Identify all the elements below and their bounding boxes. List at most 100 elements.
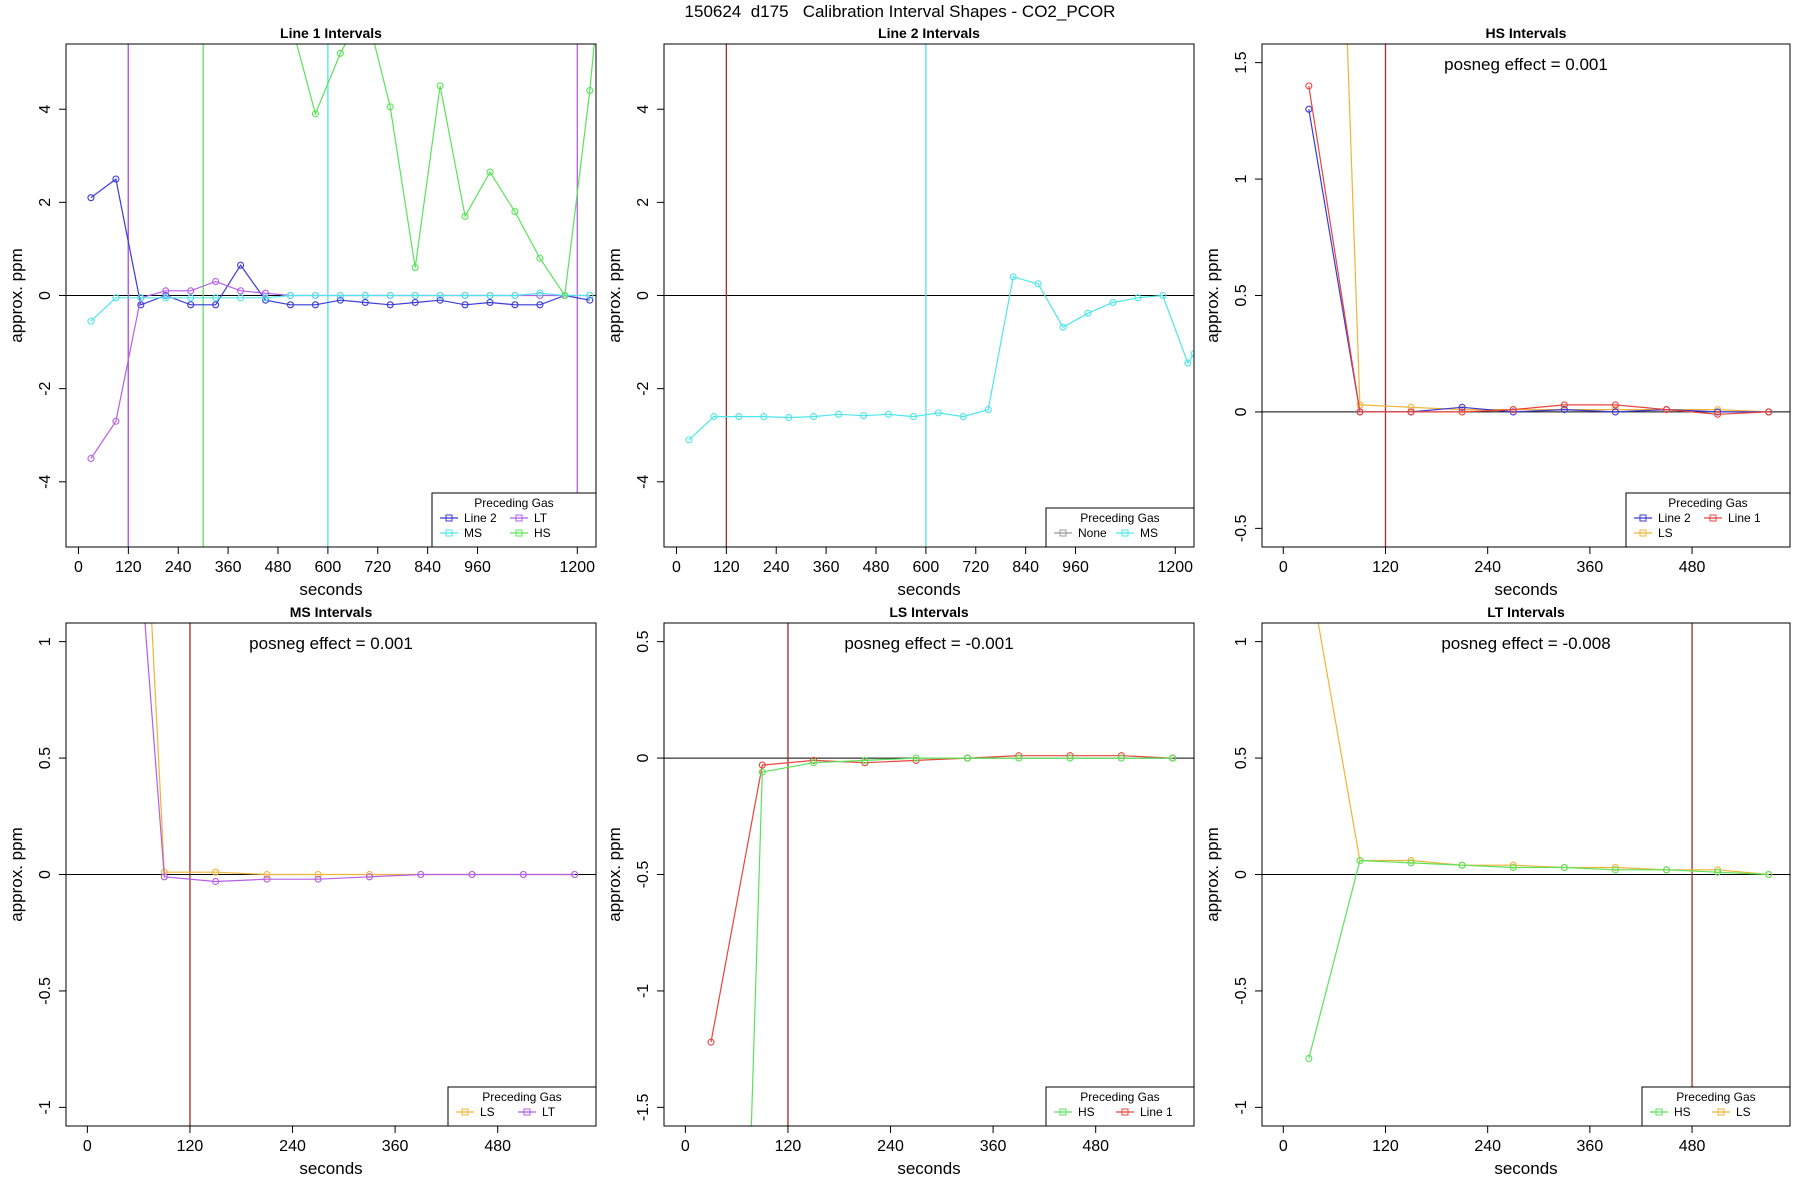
y-tick-label: 1 (1233, 637, 1250, 646)
y-tick-label: 2 (635, 198, 652, 207)
data-point (1611, 863, 1619, 872)
data-point (511, 301, 519, 309)
legend-swatch-marker (1639, 514, 1647, 522)
page-title: 150624 d175 Calibration Interval Shapes … (684, 2, 1116, 21)
data-point (263, 875, 271, 883)
chart-title: LT Intervals (1487, 604, 1565, 620)
data-point (511, 208, 519, 216)
y-tick-label: 4 (635, 105, 652, 114)
legend-swatch-marker (1121, 1108, 1129, 1116)
data-point (160, 873, 168, 881)
x-tick-label: 240 (1474, 559, 1501, 576)
data-point (162, 287, 170, 295)
data-point (411, 298, 419, 307)
x-tick-label: 840 (1012, 559, 1039, 576)
plot-frame (1261, 622, 1791, 1127)
data-point (1305, 1054, 1313, 1063)
data-point (468, 870, 476, 879)
data-point (1458, 861, 1466, 869)
chart-title: LS Intervals (889, 604, 969, 620)
data-point (237, 294, 245, 302)
series-line (90, 292, 590, 322)
x-axis-label: seconds (897, 580, 960, 599)
data-point (286, 291, 295, 300)
series-line (688, 276, 1194, 441)
plot-frame (1261, 43, 1791, 548)
x-tick-label: 480 (265, 559, 292, 576)
plot-area (664, 623, 1194, 1134)
chart-panel-4: MS Intervals seconds approx. ppm 0 120 240 360… (7, 604, 597, 1178)
data-point (884, 410, 893, 418)
plot-area (66, 4, 596, 547)
data-point (835, 410, 843, 418)
x-tick-label: 0 (672, 559, 681, 576)
legend-entry-label: HS (1078, 1105, 1095, 1119)
x-tick-label: 600 (913, 559, 940, 576)
data-point (1159, 291, 1167, 300)
legend-swatch-marker (1059, 529, 1067, 537)
x-tick-label: 0 (83, 1138, 92, 1155)
legend-swatch-marker (1709, 514, 1717, 522)
data-point (261, 296, 270, 304)
legend-entry-label: None (1078, 526, 1107, 540)
y-axis-label: approx. ppm (7, 248, 26, 343)
legend-box (1625, 492, 1791, 548)
data-point (1407, 408, 1415, 416)
y-tick-label: 0 (635, 754, 652, 763)
data-point (436, 82, 444, 90)
data-point (859, 412, 868, 420)
data-point (785, 413, 793, 422)
data-point (707, 1038, 715, 1046)
legend-swatch-marker (461, 1108, 469, 1116)
series-line (144, 623, 575, 883)
data-point (87, 454, 95, 463)
data-point (314, 870, 322, 879)
x-tick-label: 0 (74, 559, 83, 576)
data-point (87, 317, 95, 325)
data-point (386, 291, 394, 300)
series-line (296, 44, 595, 298)
y-tick-label: 0 (37, 870, 54, 879)
posneg-annotation: posneg effect = 0.001 (249, 634, 413, 653)
posneg-annotation: posneg effect = -0.001 (844, 634, 1013, 653)
x-tick-label: 0 (681, 1138, 690, 1155)
data-point (1560, 406, 1568, 414)
data-point (586, 291, 594, 300)
data-point (386, 301, 394, 309)
data-point (112, 417, 120, 425)
data-point (436, 296, 444, 304)
data-point (861, 759, 869, 767)
data-point (748, 1128, 754, 1134)
data-point (1356, 408, 1364, 416)
legend-title: Preceding Gas (482, 1090, 561, 1104)
y-tick-label: -0.5 (1233, 977, 1250, 1005)
data-point (1458, 403, 1466, 411)
data-point (963, 754, 972, 762)
chart-title: HS Intervals (1486, 25, 1567, 41)
data-point (411, 291, 419, 300)
x-tick-label: 360 (382, 1138, 409, 1155)
x-tick-label: 0 (1279, 1138, 1288, 1155)
y-tick-label: 0.5 (635, 630, 652, 652)
legend-title: Preceding Gas (1676, 1090, 1755, 1104)
y-tick-label: -4 (37, 475, 54, 489)
data-point (1109, 298, 1117, 307)
data-point (561, 291, 569, 300)
data-point (1305, 105, 1313, 113)
data-point (365, 870, 374, 879)
legend-title: Preceding Gas (1080, 1090, 1159, 1104)
data-point (912, 756, 920, 764)
data-point (735, 413, 743, 421)
y-tick-label: -0.5 (1233, 514, 1250, 542)
data-point (536, 254, 544, 262)
x-tick-label: 1200 (559, 559, 595, 576)
legend-box (1045, 1086, 1195, 1127)
data-point (1066, 752, 1074, 760)
legend-swatch-marker (1121, 529, 1129, 537)
data-point (362, 4, 368, 10)
data-point (1407, 856, 1415, 865)
legend-entry-label: MS (1140, 526, 1158, 540)
legend-entry-label: HS (1674, 1105, 1691, 1119)
